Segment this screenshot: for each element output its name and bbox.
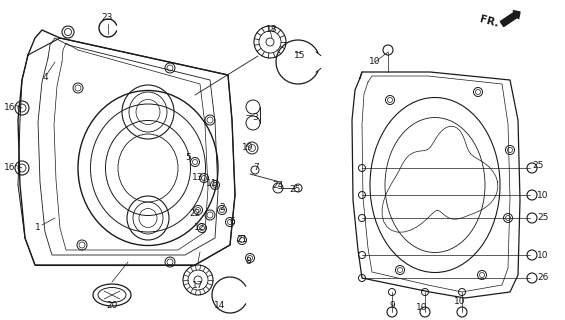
Text: 14: 14 <box>214 300 225 309</box>
Text: 9: 9 <box>389 300 395 309</box>
Text: 13: 13 <box>192 173 204 182</box>
Text: 10: 10 <box>370 58 381 67</box>
Text: 3: 3 <box>252 114 258 123</box>
Text: 10: 10 <box>416 303 428 313</box>
Text: 12: 12 <box>194 223 206 233</box>
Text: 23: 23 <box>101 13 112 22</box>
FancyArrow shape <box>501 11 520 27</box>
Text: 11: 11 <box>206 179 218 188</box>
Text: 16: 16 <box>5 164 16 172</box>
Text: 8: 8 <box>245 258 251 267</box>
Text: 6: 6 <box>229 218 235 227</box>
Text: 15: 15 <box>294 51 306 60</box>
Text: 21: 21 <box>236 236 247 244</box>
Text: 26: 26 <box>537 274 549 283</box>
Text: FR.: FR. <box>479 15 500 29</box>
Text: 20: 20 <box>106 300 118 309</box>
Text: 25: 25 <box>289 186 301 195</box>
Text: 7: 7 <box>253 164 259 172</box>
Text: 10: 10 <box>537 251 549 260</box>
Text: 22: 22 <box>189 209 201 218</box>
Text: 25: 25 <box>532 161 544 170</box>
Text: 10: 10 <box>537 190 549 199</box>
Text: 5: 5 <box>185 154 191 163</box>
Text: 4: 4 <box>42 74 48 83</box>
Text: 17: 17 <box>192 281 204 290</box>
Text: 10: 10 <box>454 298 466 307</box>
Text: 25: 25 <box>537 213 549 222</box>
Text: 24: 24 <box>272 180 284 189</box>
Text: 1: 1 <box>35 223 41 233</box>
Text: 18: 18 <box>266 26 278 35</box>
Text: 2: 2 <box>219 204 225 212</box>
Ellipse shape <box>194 276 202 284</box>
Text: 16: 16 <box>5 103 16 113</box>
Text: 19: 19 <box>242 143 254 153</box>
